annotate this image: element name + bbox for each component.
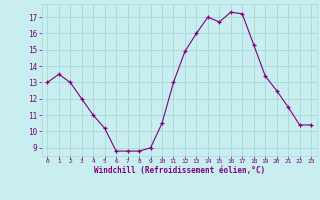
X-axis label: Windchill (Refroidissement éolien,°C): Windchill (Refroidissement éolien,°C): [94, 166, 265, 175]
